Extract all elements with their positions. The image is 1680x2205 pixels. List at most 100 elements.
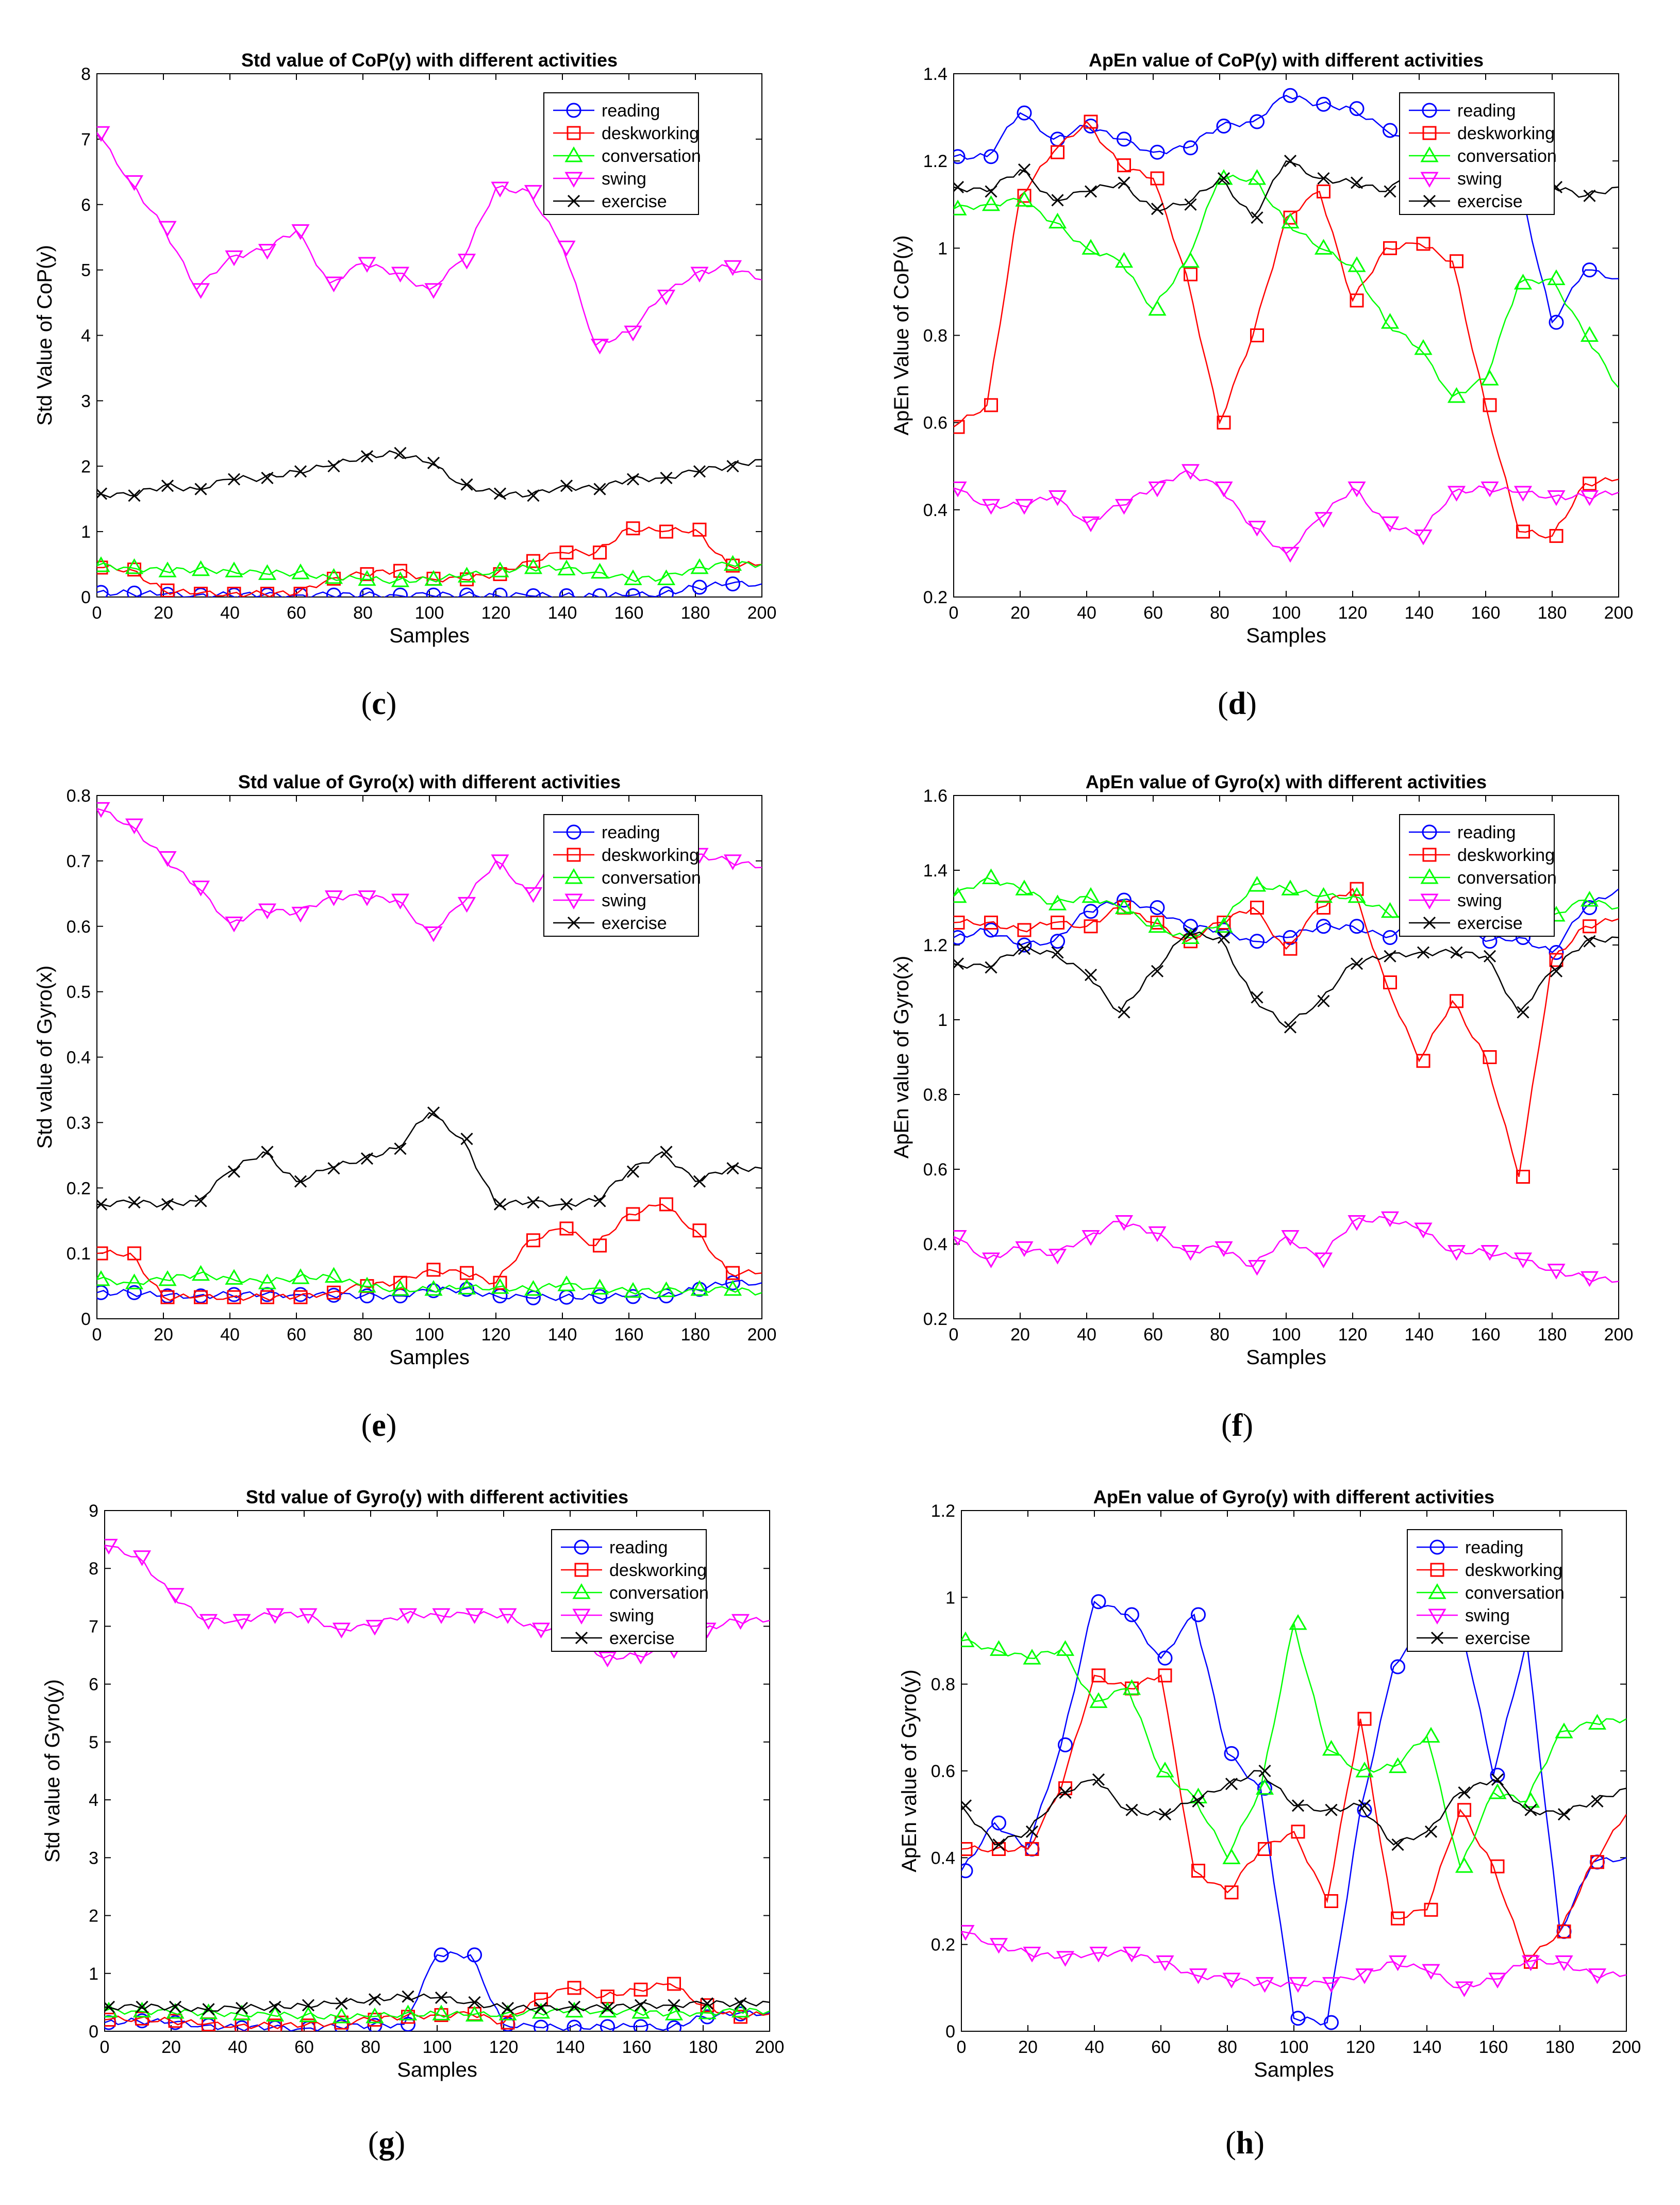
data-point-conversation [1215, 169, 1233, 185]
data-point-conversation [491, 561, 509, 577]
legend-label-swing: swing [1457, 891, 1502, 910]
data-point-deskworking [227, 1290, 241, 1304]
data-point-swing [1547, 490, 1566, 506]
y-tick-label: 1 [81, 522, 91, 542]
data-point-deskworking [1450, 254, 1463, 269]
data-point-conversation [332, 2007, 351, 2024]
legend-marker-swing [1428, 1609, 1446, 1625]
data-point-exercise [734, 1997, 747, 2010]
data-point-swing [1189, 1968, 1208, 1984]
y-tick-label: 1.2 [923, 152, 947, 171]
data-point-conversation [1455, 1857, 1474, 1873]
data-point-exercise [1158, 1808, 1172, 1821]
data-point-deskworking [1217, 416, 1231, 430]
data-point-exercise [1092, 1773, 1105, 1786]
y-axis-label: ApEn value of Gyro(x) [890, 956, 913, 1159]
data-point-reading [1357, 1802, 1372, 1818]
legend-label-reading: reading [1457, 101, 1516, 121]
x-tick-label: 180 [1545, 2037, 1575, 2057]
data-point-reading [534, 2019, 548, 2031]
x-tick-label: 20 [1010, 603, 1030, 623]
x-tick-label: 100 [1272, 1325, 1301, 1345]
data-point-swing [1447, 486, 1466, 502]
y-axis-label: Std value of Gyro(x) [34, 966, 56, 1149]
data-point-swing [457, 897, 476, 913]
data-point-conversation [1314, 239, 1333, 255]
series-exercise [961, 1764, 1626, 1851]
data-point-conversation [1348, 256, 1366, 272]
data-point-swing [1348, 1215, 1366, 1231]
data-point-conversation [557, 559, 576, 575]
data-point-exercise [1084, 185, 1097, 198]
data-point-swing [954, 1230, 967, 1246]
y-tick-label: 0.5 [66, 983, 91, 1002]
data-point-conversation [1447, 387, 1466, 403]
data-point-exercise [235, 2002, 248, 2015]
data-point-swing [954, 482, 967, 498]
data-point-exercise [726, 460, 739, 473]
data-point-swing [1322, 1977, 1341, 1993]
data-point-exercise [693, 1175, 706, 1188]
data-point-deskworking [593, 545, 607, 560]
data-point-deskworking [1051, 916, 1064, 930]
data-point-conversation [457, 1279, 476, 1295]
data-point-conversation [265, 2005, 285, 2022]
data-point-reading [659, 586, 674, 597]
data-point-swing [1455, 1981, 1474, 1997]
data-point-conversation [1048, 894, 1067, 910]
data-point-exercise [1583, 189, 1596, 202]
chart-d: ApEn value of CoP(y) with different acti… [890, 49, 1633, 721]
x-tick-label: 40 [1077, 603, 1096, 623]
data-point-conversation [424, 1280, 443, 1296]
series-deskworking [961, 1668, 1626, 1969]
data-point-reading [1549, 945, 1564, 960]
data-point-exercise [527, 1196, 540, 1209]
legend-marker-conversation [1420, 868, 1439, 884]
data-point-deskworking [692, 1223, 707, 1238]
series-line-exercise [97, 1112, 762, 1208]
data-point-deskworking [1117, 158, 1131, 173]
data-point-deskworking [626, 1207, 640, 1221]
y-tick-label: 2 [81, 457, 91, 476]
data-point-swing [199, 1614, 218, 1630]
data-point-exercise [1118, 176, 1130, 189]
data-point-swing [1122, 1947, 1141, 1963]
x-tick-label: 0 [100, 2037, 110, 2057]
x-tick-label: 100 [1279, 2037, 1309, 2057]
data-point-deskworking [327, 571, 341, 586]
data-point-deskworking [634, 1982, 648, 1997]
data-point-deskworking [526, 1233, 540, 1248]
legend-label-exercise: exercise [1457, 914, 1523, 933]
x-tick-label: 120 [481, 1325, 511, 1345]
series-conversation [97, 555, 762, 587]
data-point-exercise [568, 2000, 581, 2013]
x-tick-label: 200 [1612, 2037, 1641, 2057]
series-conversation [961, 1614, 1626, 1873]
series-line-reading [961, 1600, 1626, 2026]
data-point-conversation [1322, 1739, 1341, 1756]
data-point-conversation [424, 570, 443, 586]
data-point-swing [1015, 499, 1034, 515]
series-line-exercise [105, 1993, 770, 2012]
series-line-exercise [97, 450, 762, 499]
data-point-deskworking [135, 2011, 149, 2026]
data-point-swing [1056, 1951, 1075, 1967]
legend-label-deskworking: deskworking [602, 845, 699, 865]
y-tick-label: 6 [81, 195, 91, 215]
data-point-reading [467, 1947, 482, 1963]
x-tick-label: 200 [1604, 1325, 1634, 1345]
y-tick-label: 2 [89, 1906, 98, 1926]
x-tick-label: 120 [1338, 1325, 1368, 1345]
data-point-deskworking [726, 558, 740, 573]
y-tick-label: 1 [938, 239, 947, 258]
data-point-swing [158, 851, 177, 867]
data-point-reading [97, 585, 109, 597]
data-point-deskworking [293, 1290, 308, 1304]
legend-marker-reading [574, 1539, 589, 1555]
data-point-deskworking [954, 420, 965, 434]
data-point-deskworking [293, 587, 308, 597]
data-point-reading [600, 2019, 615, 2031]
data-point-conversation [1281, 880, 1300, 896]
data-point-deskworking [593, 1238, 607, 1253]
